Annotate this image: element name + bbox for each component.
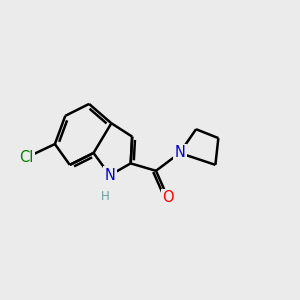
Text: N: N — [104, 168, 115, 183]
Text: H: H — [101, 190, 110, 202]
Text: Cl: Cl — [20, 150, 34, 165]
Text: N: N — [174, 146, 185, 160]
Text: O: O — [162, 190, 174, 205]
